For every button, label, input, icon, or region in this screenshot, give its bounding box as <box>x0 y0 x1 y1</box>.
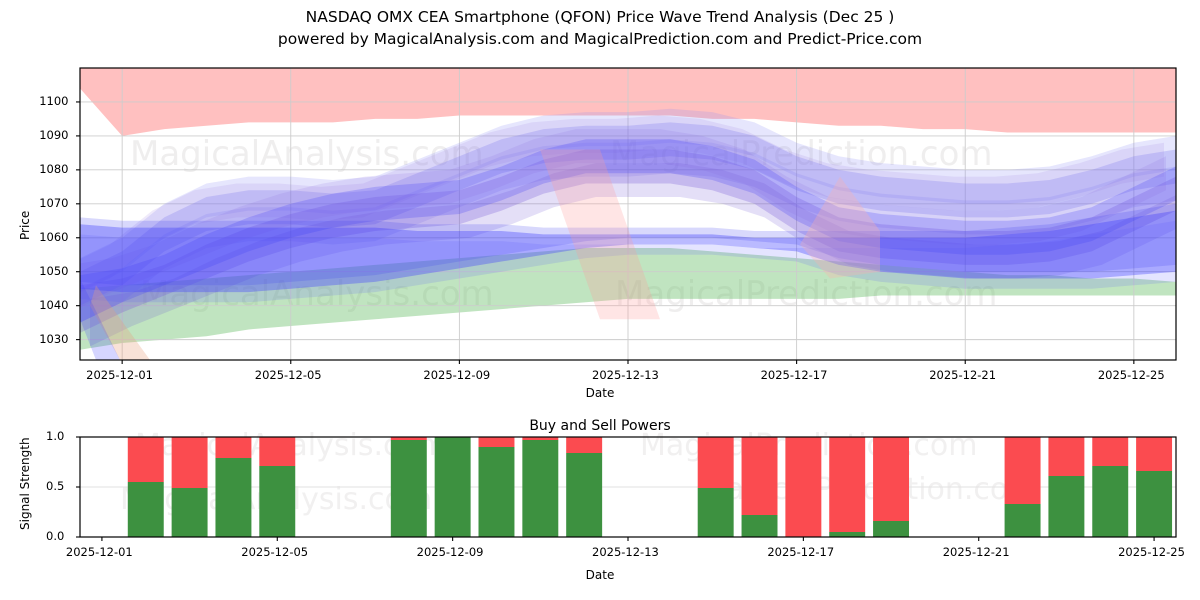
buy-power-bar <box>215 458 252 537</box>
bar-xtick: 2025-12-17 <box>767 545 835 559</box>
main-xtick: 2025-12-25 <box>1097 368 1165 382</box>
sell-power-bar <box>522 437 559 440</box>
bar-xtick: 2025-12-09 <box>416 545 484 559</box>
bar-ytick: 0.5 <box>46 479 65 493</box>
main-xtick: 2025-12-09 <box>423 368 491 382</box>
sell-power-bar <box>785 437 822 537</box>
buy-power-bar <box>566 453 603 537</box>
bar-ytick: 0.0 <box>46 529 65 543</box>
sell-power-bar <box>829 437 866 532</box>
sell-power-bar <box>390 437 427 440</box>
main-xaxis-label: Date <box>585 386 615 400</box>
sell-power-bar <box>478 437 515 447</box>
buy-power-bar <box>829 532 866 537</box>
buy-power-bar <box>259 466 296 537</box>
svg-text:MagicalAnalysis.com: MagicalAnalysis.com <box>130 134 484 174</box>
sell-power-bar <box>1048 437 1085 476</box>
svg-text:MagicalAnalysis.com: MagicalAnalysis.com <box>140 274 494 314</box>
sell-power-bar <box>171 437 208 488</box>
buy-power-bar <box>434 437 471 537</box>
sell-power-bar <box>1092 437 1129 466</box>
figure-title: NASDAQ OMX CEA Smartphone (QFON) Price W… <box>0 6 1200 50</box>
sell-power-bar <box>1136 437 1173 471</box>
price-axis-label: Price <box>18 210 32 240</box>
buy-power-bar <box>741 515 778 537</box>
svg-text:MagicalPrediction.com: MagicalPrediction.com <box>610 134 993 174</box>
bar-xaxis-label: Date <box>585 568 615 582</box>
buy-power-bar <box>171 488 208 537</box>
sell-power-bar <box>741 437 778 515</box>
main-xtick: 2025-12-21 <box>929 368 997 382</box>
main-ytick: 1070 <box>39 195 69 210</box>
buy-power-bar <box>873 521 910 537</box>
main-ytick: 1030 <box>39 331 69 346</box>
figure-title-line-2: powered by MagicalAnalysis.com and Magic… <box>277 30 923 48</box>
bar-xtick: 2025-12-13 <box>592 545 659 559</box>
sell-power-bar <box>566 437 603 453</box>
price-chart-canvas: MagicalAnalysis.com MagicalPrediction.com… <box>76 67 1177 364</box>
bar-xtick: 2025-12-01 <box>65 545 133 559</box>
buy-power-bar <box>390 440 427 537</box>
bar-xtick: 2025-12-25 <box>1118 545 1185 559</box>
buy-power-bar <box>1136 471 1173 537</box>
buy-power-bar <box>1092 466 1129 537</box>
main-ytick: 1100 <box>39 93 69 108</box>
main-xtick: 2025-12-13 <box>592 368 659 382</box>
main-xtick: 2025-12-05 <box>254 368 322 382</box>
sell-power-bar <box>259 437 296 466</box>
main-xtick: 2025-12-01 <box>86 368 153 382</box>
main-ytick: 1060 <box>39 229 69 244</box>
main-xtick: 2025-12-17 <box>760 368 828 382</box>
signal-strength-axis-label: Signal Strength <box>18 437 32 530</box>
main-ytick: 1080 <box>39 161 69 176</box>
sell-power-bar <box>697 437 734 488</box>
main-ytick: 1090 <box>39 127 69 142</box>
main-ytick: 1050 <box>39 263 69 278</box>
bar-ytick: 1.0 <box>46 429 65 443</box>
buy-power-bar <box>697 488 734 537</box>
buy-power-bar <box>522 440 559 537</box>
buy-power-bar <box>478 447 515 537</box>
svg-text:MagicalPrediction.com: MagicalPrediction.com <box>615 274 998 314</box>
sell-power-bar <box>873 437 910 521</box>
sell-power-bar <box>127 437 164 482</box>
bar-xtick: 2025-12-05 <box>241 545 309 559</box>
sell-power-bar <box>1004 437 1041 504</box>
buy-power-bar <box>1004 504 1041 537</box>
bar-xtick: 2025-12-21 <box>942 545 1010 559</box>
main-ytick: 1040 <box>39 297 69 312</box>
buy-power-bar <box>1048 476 1085 537</box>
figure-title-line-1: NASDAQ OMX CEA Smartphone (QFON) Price W… <box>305 8 895 26</box>
buy-sell-powers-canvas: MagicalAnalysis.comMagicalPrediction.com… <box>76 428 1177 541</box>
buy-power-bar <box>127 482 164 537</box>
subplot-title: Buy and Sell Powers <box>529 418 671 434</box>
sell-power-bar <box>215 437 252 458</box>
